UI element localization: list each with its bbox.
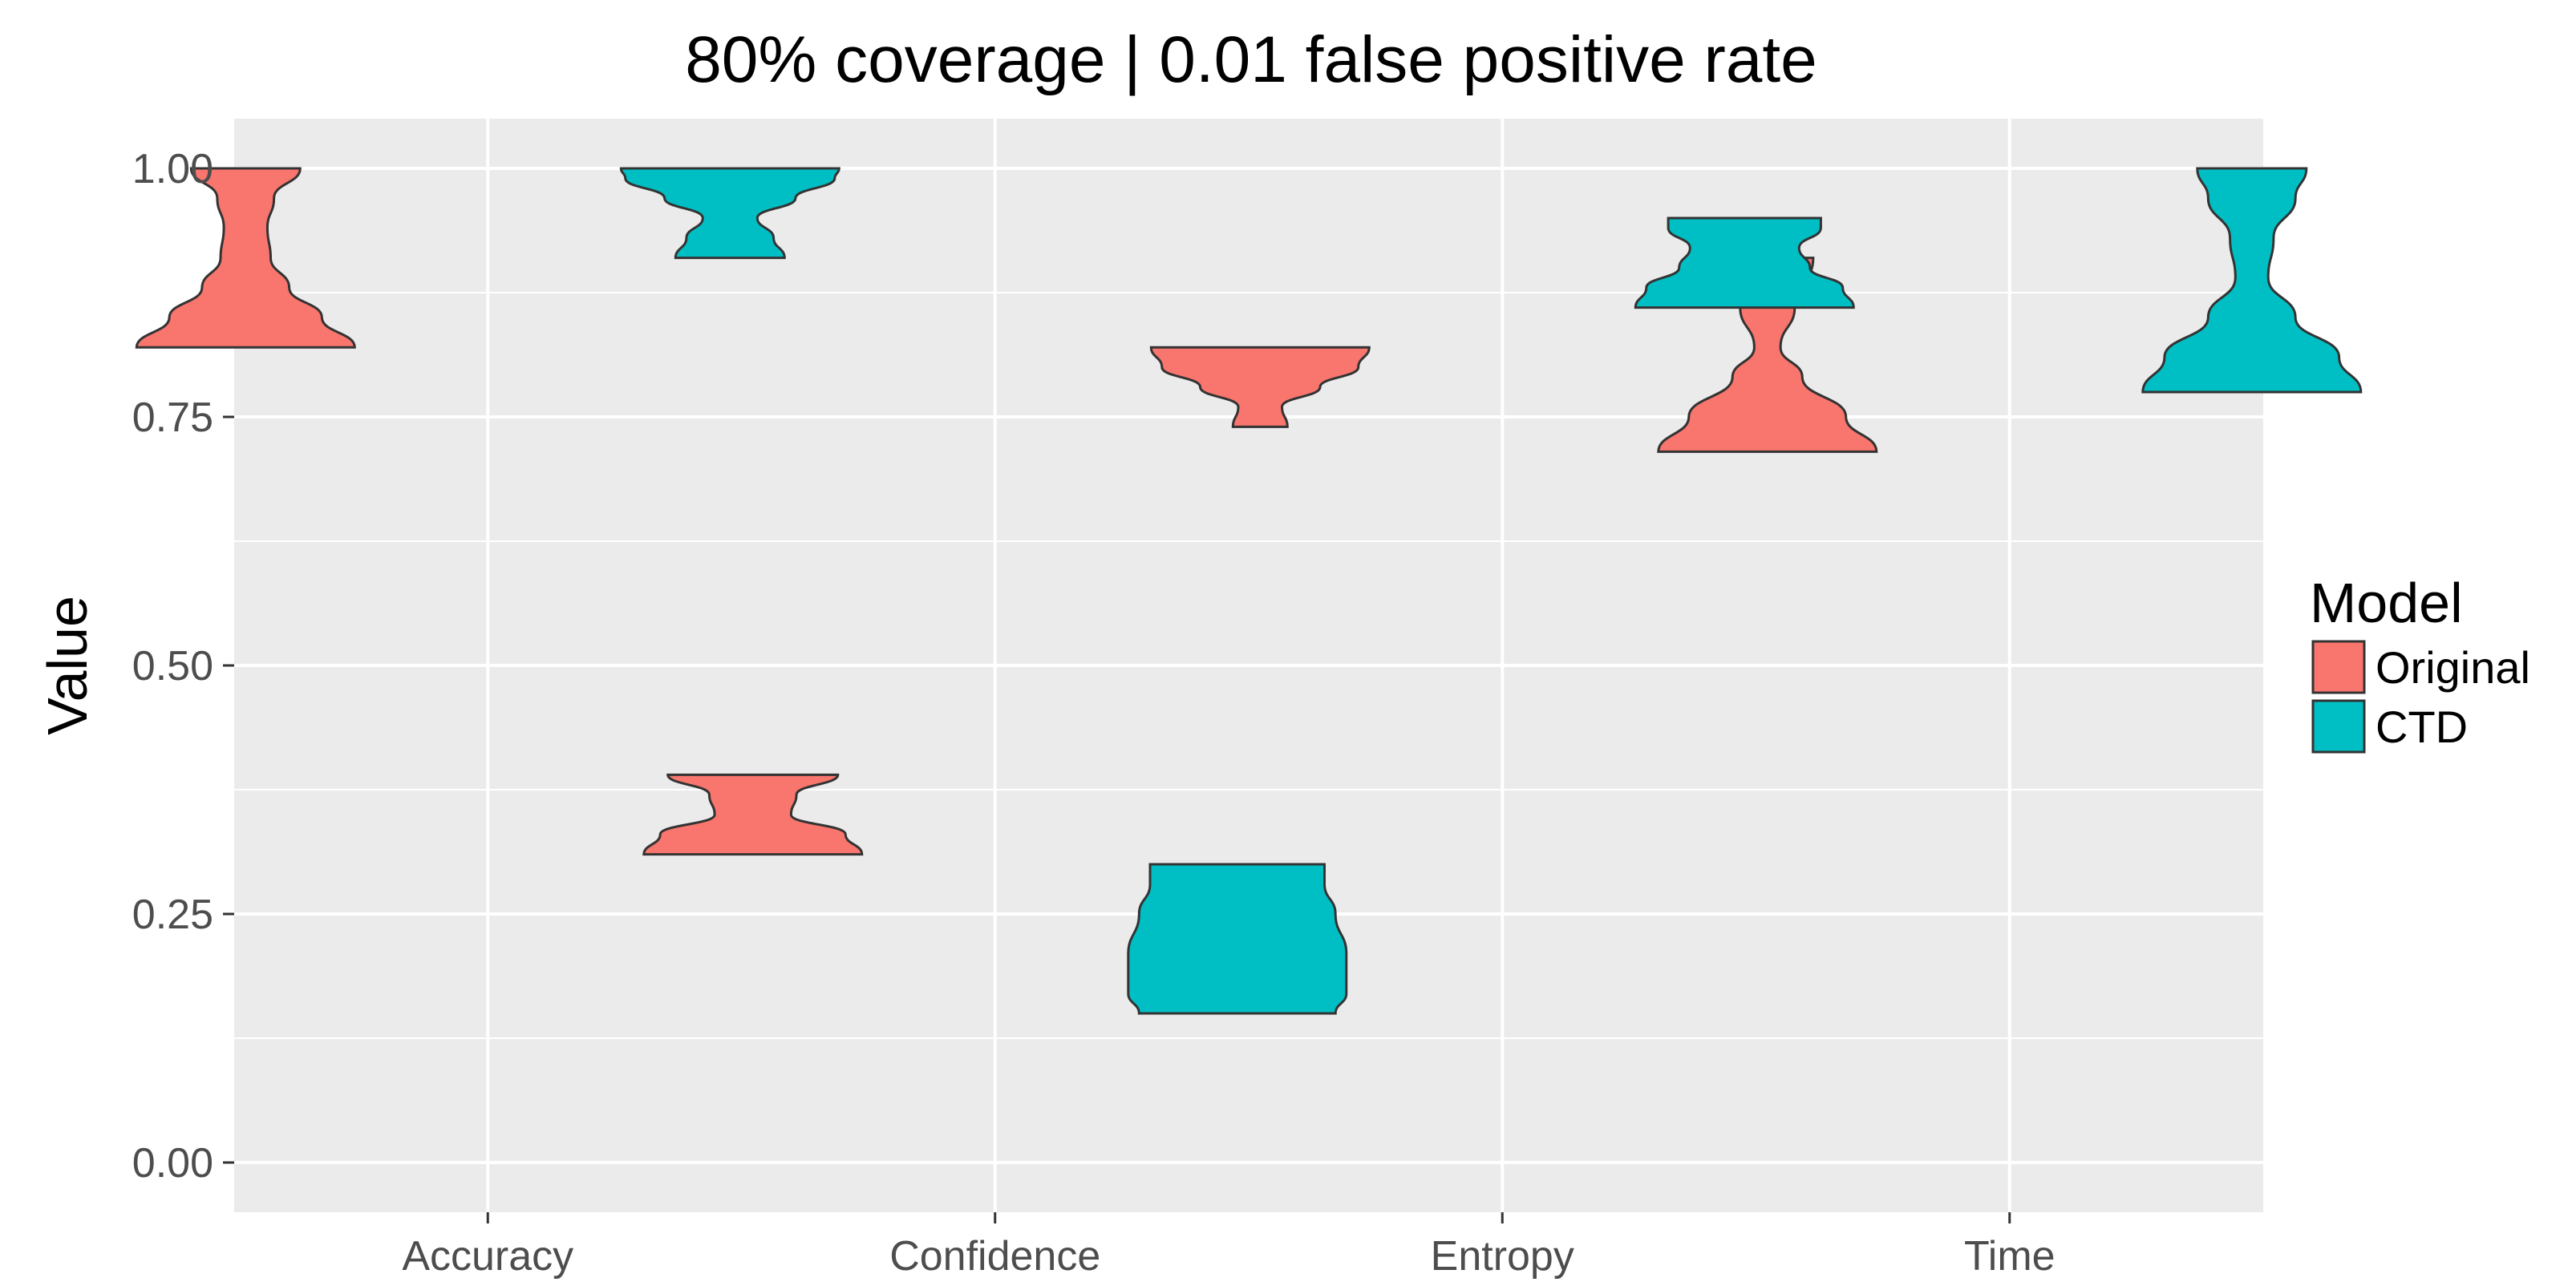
legend-label-original: Original xyxy=(2376,642,2530,693)
y-tick-label: 0.00 xyxy=(132,1140,213,1187)
y-tick-label: 0.75 xyxy=(132,394,213,441)
x-axis: Accuracy Confidence Entropy Time xyxy=(402,1212,2056,1280)
violin-ctd-confidence xyxy=(1127,863,1348,1015)
y-axis: 0.00 0.25 0.50 0.75 1.00 xyxy=(132,146,234,1187)
x-tick-label-entropy: Entropy xyxy=(1431,1233,1574,1280)
violins xyxy=(135,167,2363,1015)
minor-gridlines xyxy=(234,292,2263,1039)
y-tick-label: 1.00 xyxy=(132,146,213,192)
violin-ctd-accuracy xyxy=(619,167,840,260)
legend-title: Model xyxy=(2310,572,2463,634)
violin-ctd-entropy xyxy=(1634,216,1855,309)
violin-original-time xyxy=(1657,257,1878,453)
chart-title: 80% coverage | 0.01 false positive rate xyxy=(685,23,1817,96)
x-tick-label-time: Time xyxy=(1964,1233,2056,1280)
x-tick-label-confidence: Confidence xyxy=(889,1233,1100,1280)
violin-original-entropy xyxy=(1149,346,1371,428)
legend-key-ctd xyxy=(2311,699,2366,754)
y-tick-label: 0.50 xyxy=(132,643,213,690)
legend-key-original xyxy=(2311,640,2366,694)
y-axis-label: Value xyxy=(36,596,99,735)
legend-label-ctd: CTD xyxy=(2376,702,2468,752)
violin-ctd-time xyxy=(2141,167,2363,394)
y-tick-label: 0.25 xyxy=(132,892,213,938)
legend: Model Original CTD xyxy=(2310,572,2530,754)
x-tick-label-accuracy: Accuracy xyxy=(402,1233,573,1280)
violin-original-accuracy xyxy=(135,167,356,349)
violin-original-confidence xyxy=(642,773,864,856)
